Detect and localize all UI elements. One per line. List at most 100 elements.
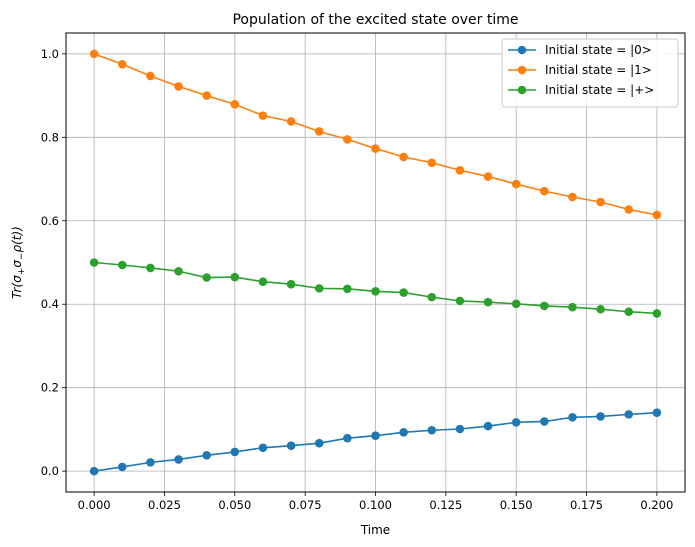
y-tick-label: 0.4 xyxy=(41,297,59,311)
data-point xyxy=(483,297,493,307)
data-point xyxy=(258,277,268,286)
x-tick-label: 0.025 xyxy=(148,498,181,512)
data-point xyxy=(286,117,296,126)
data-point xyxy=(511,179,521,189)
data-point xyxy=(624,410,634,419)
data-point xyxy=(230,447,240,457)
data-point xyxy=(146,71,155,81)
x-tick-label: 0.150 xyxy=(500,498,533,512)
legend-label: Initial state = |+> xyxy=(545,83,654,97)
y-axis-label-sub2: − xyxy=(17,253,27,261)
data-point xyxy=(371,431,380,440)
data-point xyxy=(146,263,155,273)
data-point xyxy=(174,455,183,464)
data-point xyxy=(568,302,577,312)
data-point xyxy=(652,210,662,220)
series-0 xyxy=(89,408,662,476)
y-tick-label: 1.0 xyxy=(41,47,59,61)
data-point xyxy=(117,59,127,69)
data-point xyxy=(117,260,127,270)
data-point xyxy=(258,443,268,453)
data-point xyxy=(596,412,605,421)
data-point xyxy=(89,466,99,476)
y-axis-label-mid: σ xyxy=(10,260,24,268)
data-point xyxy=(427,158,437,168)
legend-marker xyxy=(517,45,527,55)
data-point xyxy=(652,309,662,318)
grid xyxy=(66,33,685,492)
data-point xyxy=(596,304,605,314)
y-tick-label: 0.8 xyxy=(41,130,59,144)
data-point xyxy=(427,425,437,435)
data-point xyxy=(89,49,99,59)
data-point xyxy=(343,135,352,144)
data-point xyxy=(568,192,577,202)
data-point xyxy=(89,258,99,267)
data-point xyxy=(174,82,183,91)
chart-title: Population of the excited state over tim… xyxy=(232,12,518,28)
legend-item: Initial state = |0> xyxy=(508,43,652,57)
series-1 xyxy=(89,49,662,220)
data-point xyxy=(230,272,240,282)
data-point xyxy=(652,408,662,418)
data-point xyxy=(174,266,183,276)
data-point xyxy=(230,100,240,109)
y-axis-label-tail: ρ(t)) xyxy=(10,226,24,252)
data-point xyxy=(371,286,380,296)
data-point xyxy=(511,299,521,309)
data-point xyxy=(314,127,324,136)
data-point xyxy=(343,284,352,294)
data-point xyxy=(455,165,465,175)
data-point xyxy=(624,307,634,317)
data-point xyxy=(202,91,211,100)
data-point xyxy=(455,296,465,306)
y-tick-label: 0.0 xyxy=(41,464,59,478)
data-point xyxy=(286,441,296,450)
x-tick-label: 0.050 xyxy=(218,498,251,512)
data-point xyxy=(202,273,211,282)
data-point xyxy=(314,284,324,293)
legend-item: Initial state = |+> xyxy=(508,83,654,97)
data-point xyxy=(343,433,352,443)
data-point xyxy=(146,458,155,467)
data-point xyxy=(202,450,211,460)
data-point xyxy=(540,186,549,196)
x-tick-label: 0.125 xyxy=(429,498,462,512)
data-point xyxy=(427,292,437,302)
data-point xyxy=(258,111,268,120)
x-axis-label: Time xyxy=(360,523,390,537)
data-point xyxy=(540,417,549,426)
legend-marker xyxy=(517,65,527,75)
data-point xyxy=(314,438,324,448)
x-tick-label: 0.100 xyxy=(359,498,392,512)
series-layer xyxy=(89,49,662,476)
data-point xyxy=(511,418,521,427)
x-tick-label: 0.075 xyxy=(289,498,322,512)
x-tick-label: 0.200 xyxy=(640,498,673,512)
y-axis-label-base: Tr(σ xyxy=(10,275,24,299)
y-tick-label: 0.2 xyxy=(41,381,59,395)
data-point xyxy=(540,301,549,311)
data-point xyxy=(568,413,577,422)
y-axis-label: Tr(σ+σ−ρ(t)) xyxy=(10,226,27,299)
data-point xyxy=(596,197,605,207)
data-point xyxy=(399,428,408,437)
legend: Initial state = |0> Initial state = |1> In… xyxy=(501,38,679,108)
data-point xyxy=(399,288,408,297)
data-point xyxy=(371,144,380,153)
y-axis-label-sub1: + xyxy=(17,268,27,276)
y-tick-label: 0.6 xyxy=(41,214,59,228)
data-point xyxy=(455,424,465,434)
legend-marker xyxy=(517,85,527,95)
legend-label: Initial state = |1> xyxy=(545,63,652,77)
data-point xyxy=(286,279,296,289)
legend-label: Initial state = |0> xyxy=(545,43,652,57)
data-point xyxy=(399,152,408,162)
data-point xyxy=(117,462,127,472)
data-point xyxy=(483,172,493,181)
legend-item: Initial state = |1> xyxy=(508,63,652,77)
data-point xyxy=(624,205,634,214)
legend-box xyxy=(501,38,679,108)
y-axis-ticks: 0.0 0.2 0.4 0.6 0.8 1.0 xyxy=(41,47,66,478)
